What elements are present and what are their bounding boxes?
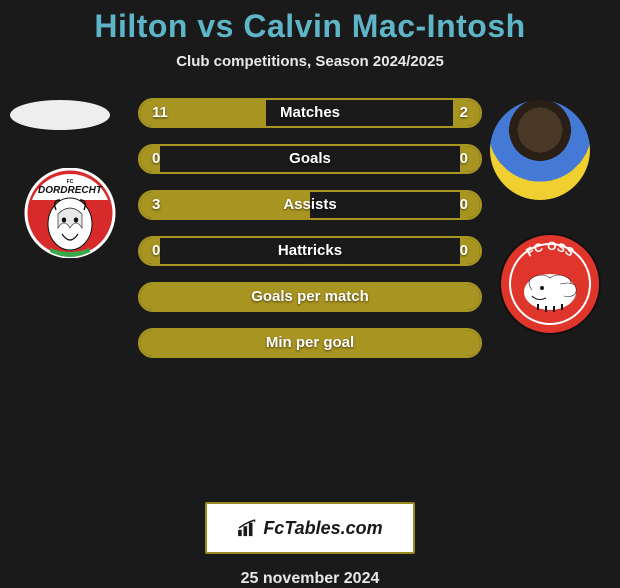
stat-bars: 112Matches 00Goals 30Assists 00Hattricks Goa… bbox=[138, 98, 482, 374]
stat-row: Goals per match bbox=[138, 282, 482, 312]
stat-label: Goals bbox=[140, 146, 480, 172]
page-title: Hilton vs Calvin Mac-Intosh bbox=[0, 0, 620, 45]
stat-label: Goals per match bbox=[140, 284, 480, 310]
fc-oss-crest-icon: FC OSS bbox=[498, 232, 602, 336]
player-left-photo bbox=[10, 100, 110, 130]
dordrecht-crest-icon: DORDRECHT FC bbox=[20, 168, 120, 258]
stat-row: Min per goal bbox=[138, 328, 482, 358]
stat-row: 00Goals bbox=[138, 144, 482, 174]
stat-label: Hattricks bbox=[140, 238, 480, 264]
stat-label: Matches bbox=[140, 100, 480, 126]
stat-label: Min per goal bbox=[140, 330, 480, 356]
player-right-photo bbox=[490, 100, 590, 200]
subtitle: Club competitions, Season 2024/2025 bbox=[0, 53, 620, 70]
stat-row: 00Hattricks bbox=[138, 236, 482, 266]
fctables-logo-icon bbox=[237, 519, 259, 537]
stat-label: Assists bbox=[140, 192, 480, 218]
stat-row: 30Assists bbox=[138, 190, 482, 220]
stat-row: 112Matches bbox=[138, 98, 482, 128]
fctables-label: FcTables.com bbox=[263, 518, 382, 539]
player-right-club-crest: FC OSS bbox=[498, 232, 602, 336]
date-line: 25 november 2024 bbox=[0, 570, 620, 588]
svg-text:DORDRECHT: DORDRECHT bbox=[38, 185, 103, 196]
svg-text:FC: FC bbox=[67, 179, 74, 185]
fctables-badge[interactable]: FcTables.com bbox=[205, 502, 415, 554]
player-left-club-crest: DORDRECHT FC bbox=[20, 168, 120, 258]
comparison-content: DORDRECHT FC FC OSS 112Matches00 bbox=[0, 98, 620, 488]
